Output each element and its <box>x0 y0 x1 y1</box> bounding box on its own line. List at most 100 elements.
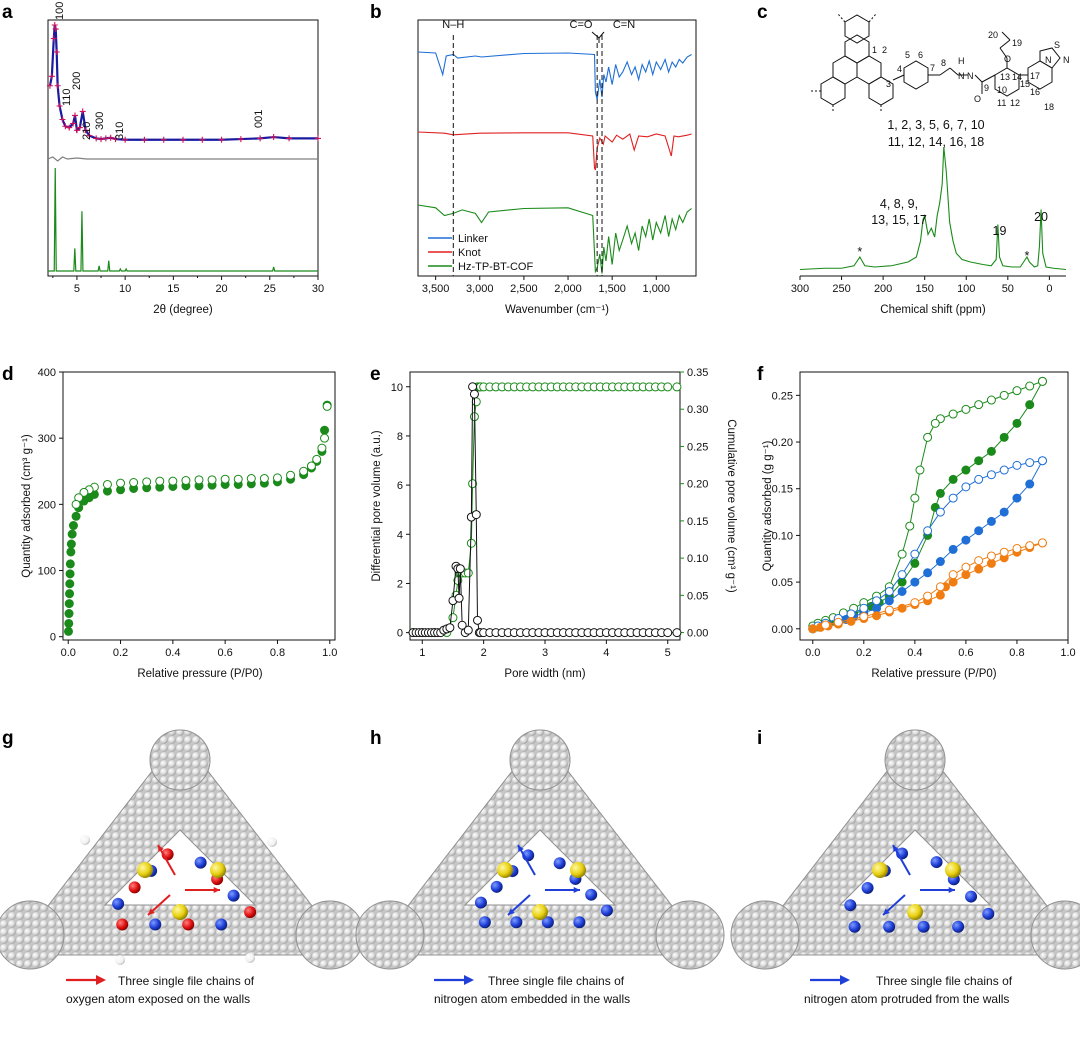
blue-adsorption-point <box>911 578 919 586</box>
green-desorption-point <box>1000 391 1008 399</box>
legend-label: Hz-TP-BT-COF <box>458 261 533 273</box>
sulfur-atom <box>872 862 888 878</box>
peak-group-2-line1: 4, 8, 9, <box>880 197 918 211</box>
sulfur-atom <box>210 862 226 878</box>
experimental-point <box>271 134 277 140</box>
green-adsorption-point <box>962 466 970 474</box>
differential-point <box>470 390 478 398</box>
molecular-models <box>0 730 1080 969</box>
differential-point <box>456 565 464 573</box>
x-tick-label: 0.8 <box>270 647 285 659</box>
hydrogen-atom <box>245 953 255 963</box>
green-isotherm-line <box>813 381 1043 626</box>
x-tick-label: 1.0 <box>1060 647 1075 659</box>
blue-desorption-point <box>873 597 881 605</box>
adsorption-point <box>66 560 74 568</box>
caption-i-line1: Three single file chains of <box>876 974 1013 988</box>
experimental-point <box>199 137 205 143</box>
differential-point <box>446 624 454 632</box>
y2-axis-label: Cumulative pore volume (cm³ g⁻¹) <box>725 419 737 593</box>
nitrogen-atom <box>479 916 491 928</box>
atom-label-10: 10 <box>997 85 1007 95</box>
cumulative-point <box>464 569 472 577</box>
blue-desorption-point <box>924 527 932 535</box>
caption-i: Three single file chains of nitrogen ato… <box>804 974 1013 1006</box>
x-tick-label: 25 <box>264 283 276 295</box>
y-tick-label: 10 <box>391 382 403 394</box>
experimental-point <box>257 135 263 141</box>
blue-desorption-point <box>949 494 957 502</box>
experimental-point <box>80 108 86 114</box>
blue-adsorption-point <box>1013 494 1021 502</box>
orange-desorption-point <box>949 571 957 579</box>
green-adsorption-point <box>975 457 983 465</box>
framework-node <box>510 730 570 790</box>
experimental-point <box>219 137 225 143</box>
cumulative-point <box>673 383 681 391</box>
nitrogen-atom <box>883 921 895 933</box>
x-tick-label: 100 <box>957 283 975 295</box>
y-tick-label: 100 <box>38 566 56 578</box>
blue-desorption-point <box>987 471 995 479</box>
y-tick-label: 0 <box>397 628 403 640</box>
green-adsorption-point <box>898 578 906 586</box>
y-tick-label: 0 <box>50 632 56 644</box>
blue-desorption-point <box>1000 466 1008 474</box>
nitrogen-atom <box>573 916 585 928</box>
framework-node <box>296 901 364 969</box>
blue-adsorption-point <box>987 517 995 525</box>
x-tick-label: 150 <box>916 283 934 295</box>
green-desorption-point <box>898 550 906 558</box>
x-tick-label: 1,500 <box>598 283 626 295</box>
orange-desorption-point <box>911 599 919 607</box>
atom-label-2: 2 <box>882 45 887 55</box>
sulfur-atom <box>532 904 548 920</box>
nitrogen-atom <box>931 856 943 868</box>
x-tick-label: 3,500 <box>422 283 450 295</box>
pore-arrow-head <box>574 887 580 893</box>
orange-desorption-point <box>962 563 970 571</box>
atom-label-19: 19 <box>1012 38 1022 48</box>
y-tick-label: 8 <box>397 431 403 443</box>
sulfur-atom <box>570 862 586 878</box>
desorption-point <box>72 500 80 508</box>
desorption-point <box>143 478 151 486</box>
adsorption-point <box>66 570 74 578</box>
desorption-point <box>307 462 315 470</box>
annotation-co: C=O <box>570 19 593 31</box>
atom-label-11: 11 <box>997 98 1006 108</box>
desorption-point <box>247 475 255 483</box>
atom-label-n-2: N <box>967 71 974 81</box>
y2-tick-label: 0.10 <box>687 553 708 565</box>
experimental-point <box>161 137 167 143</box>
sulfur-atom <box>497 862 513 878</box>
green-desorption-point <box>924 433 932 441</box>
atom-label-4: 4 <box>897 64 902 74</box>
peak-group-1-line2: 11, 12, 14, 16, 18 <box>888 135 984 149</box>
desorption-point <box>321 434 329 442</box>
blue-desorption-point <box>936 508 944 516</box>
atom-label-18: 18 <box>1044 102 1054 112</box>
blue-desorption-point <box>1013 461 1021 469</box>
peak-group-2-line2: 13, 15, 17 <box>871 213 927 227</box>
panel-letter-f: f <box>757 364 764 385</box>
x-tick-label: 5 <box>74 283 80 295</box>
arrow-blue-head-i <box>840 975 850 985</box>
annotation-nh: N–H <box>442 19 464 31</box>
x-tick-label: 4 <box>603 647 609 659</box>
x-tick-label: 250 <box>832 283 850 295</box>
green-desorption-point <box>962 405 970 413</box>
y-tick-label: 300 <box>38 433 56 445</box>
adsorption-point <box>72 512 80 520</box>
experimental-point <box>62 123 68 129</box>
pore-arrow-head <box>949 887 955 893</box>
oxygen-atom <box>116 919 128 931</box>
x-tick-label: 5 <box>665 647 671 659</box>
atom-label-3: 3 <box>886 79 891 89</box>
atom-label-9: 9 <box>984 83 989 93</box>
orange-desorption-point <box>936 583 944 591</box>
nitrogen-atom <box>862 882 874 894</box>
green-desorption-point <box>911 494 919 502</box>
x-tick-label: 0.4 <box>165 647 180 659</box>
x-axis-label: 2θ (degree) <box>153 304 213 316</box>
